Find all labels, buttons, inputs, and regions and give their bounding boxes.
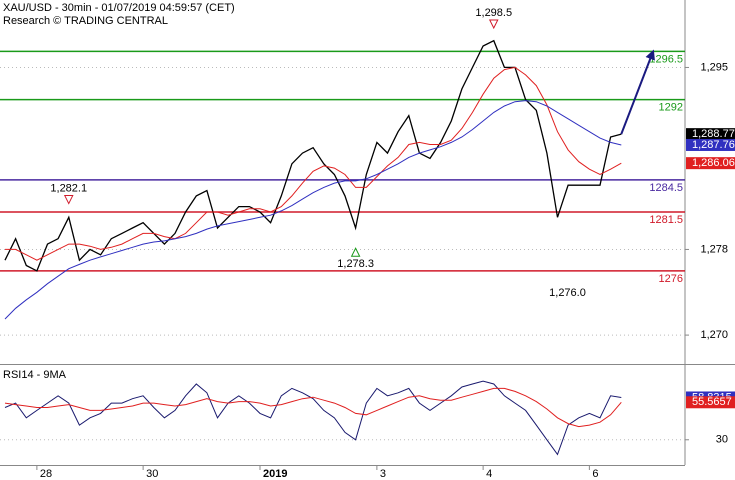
annotation-label: 1,282.1 — [50, 182, 87, 194]
annotation-label: 1,278.3 — [337, 258, 374, 270]
x-tick-label: 3 — [380, 468, 386, 480]
chart-title: XAU/USD - 30min - 01/07/2019 04:59:57 (C… — [3, 2, 235, 14]
peak-marker — [63, 195, 74, 205]
price-badge-label: 1,287.76 — [692, 139, 735, 151]
price-badge — [686, 128, 735, 141]
level-label-bg — [648, 213, 684, 226]
level-label: 1284.5 — [649, 182, 683, 194]
series-line — [4, 387, 622, 428]
y-tick-label: 30 — [716, 434, 728, 446]
price-badge-label: 55.5657 — [692, 396, 732, 408]
price-badge-label: 1,286.06 — [692, 157, 735, 169]
level-label: 1276 — [659, 273, 683, 285]
level-label-bg — [648, 53, 684, 66]
series-line — [4, 39, 622, 272]
x-tick-label: 6 — [592, 468, 598, 480]
y-tick-label: 1,270 — [700, 329, 728, 341]
level-label-bg — [657, 272, 684, 285]
x-tick-label: 4 — [486, 468, 492, 480]
level-label: 1281.5 — [649, 214, 683, 226]
annotation-label: 1,298.5 — [475, 7, 512, 19]
series-line — [4, 100, 622, 320]
level-label-bg — [648, 181, 684, 194]
forecast-arrow — [620, 49, 655, 135]
level-label-bg — [657, 101, 684, 114]
price-badge-label: 1,288.77 — [692, 128, 735, 140]
annotation-label: 1,276.0 — [549, 287, 586, 299]
level-label: 1296.5 — [649, 53, 683, 65]
trough-marker — [350, 247, 361, 257]
peak-marker — [488, 19, 499, 30]
price-badge — [686, 138, 735, 151]
y-tick-label: 1,295 — [700, 61, 728, 73]
level-label: 1292 — [659, 101, 683, 113]
price-badge — [686, 157, 735, 170]
price-badge — [686, 396, 735, 409]
series-line — [5, 66, 622, 261]
series-line — [4, 380, 622, 456]
chart-subtitle: Research © TRADING CENTRAL — [3, 15, 168, 27]
x-tick-label: 2019 — [263, 468, 287, 480]
x-tick-label: 28 — [40, 468, 52, 480]
x-tick-label: 30 — [146, 468, 158, 480]
y-tick-label: 1,278 — [700, 243, 728, 255]
rsi-title: RSI14 - 9MA — [3, 369, 67, 381]
